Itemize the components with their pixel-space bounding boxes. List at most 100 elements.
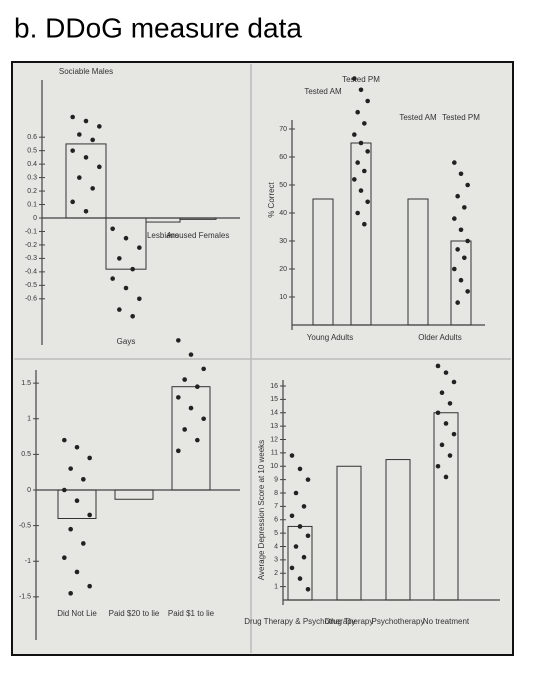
category-label: Psychotherapy: [372, 617, 425, 626]
data-dot: [305, 587, 311, 592]
category-label: Paid $20 to lie: [109, 609, 160, 618]
data-dot: [90, 137, 95, 143]
data-dot: [87, 455, 92, 461]
bar: [105, 217, 147, 270]
data-dot: [62, 437, 67, 443]
data-dot: [305, 477, 311, 482]
data-dot: [130, 314, 135, 319]
y-tick-label: 0.1: [27, 201, 37, 208]
data-dot: [355, 109, 360, 115]
category-label: Aroused Females: [167, 231, 230, 240]
data-dot: [90, 186, 95, 191]
y-tick-label: 13: [270, 423, 278, 430]
data-dot: [201, 416, 206, 422]
data-dot: [358, 87, 364, 93]
data-dot: [447, 453, 453, 458]
data-dot: [443, 474, 449, 480]
data-dot: [451, 379, 457, 385]
data-dot: [462, 205, 467, 210]
group-label: Young Adults: [307, 333, 353, 342]
data-dot: [455, 193, 460, 199]
bar: [385, 459, 411, 601]
y-tick-label: 20: [279, 266, 287, 273]
data-dot: [355, 210, 360, 216]
data-dot: [455, 300, 460, 305]
data-dot: [117, 307, 122, 312]
y-tick-label: 16: [270, 383, 278, 390]
data-dot: [443, 421, 449, 426]
y-tick-label: 15: [270, 396, 278, 403]
y-tick-label: 3: [274, 557, 278, 564]
data-dot: [83, 155, 89, 160]
category-label: Tested PM: [442, 113, 480, 122]
data-dot: [176, 395, 181, 400]
y-tick-label: 14: [270, 410, 278, 417]
data-dot: [301, 554, 307, 560]
group-label: Older Adults: [418, 333, 462, 342]
data-dot: [293, 490, 299, 496]
category-label: Tested AM: [304, 87, 342, 96]
data-dot: [439, 390, 445, 395]
y-tick-label: -0.4: [25, 269, 37, 276]
data-dot: [81, 541, 86, 546]
y-tick-label: 60: [279, 154, 287, 161]
y-tick-label: 1: [27, 416, 31, 423]
data-dot: [289, 513, 295, 519]
y-tick-label: -0.5: [19, 522, 31, 529]
data-dot: [83, 208, 89, 214]
data-dot: [289, 453, 295, 458]
data-dot: [97, 164, 102, 170]
category-label: Sociable Males: [59, 67, 113, 76]
data-dot: [362, 121, 367, 126]
y-tick-label: 6: [274, 517, 278, 524]
y-tick-label: 40: [279, 210, 287, 217]
bar: [407, 198, 429, 326]
data-dot: [117, 256, 122, 261]
data-dot: [70, 114, 75, 120]
bar: [336, 465, 362, 601]
data-dot: [297, 524, 303, 529]
data-dot: [435, 410, 441, 416]
category-label: Drug Therapy & Psychotherapy: [244, 617, 355, 626]
data-dot: [455, 247, 460, 252]
data-dot: [83, 118, 89, 124]
y-tick-label: 4: [274, 543, 278, 550]
data-dot: [439, 442, 445, 448]
y-tick-label: -0.6: [25, 296, 37, 303]
data-dot: [365, 149, 370, 154]
data-dot: [452, 216, 457, 221]
data-dot: [87, 512, 92, 518]
data-dot: [358, 188, 364, 193]
data-dot: [137, 296, 142, 302]
data-dot: [297, 576, 303, 581]
y-tick-label: -1.5: [19, 594, 31, 601]
y-tick-label: 50: [279, 182, 287, 189]
data-dot: [458, 277, 464, 283]
y-tick-label: 0.3: [27, 174, 37, 181]
data-dot: [77, 132, 82, 137]
data-dot: [297, 466, 303, 472]
bar: [114, 489, 154, 500]
data-dot: [68, 591, 73, 596]
y-axis-label: Average Depression Score at 10 weeks: [257, 440, 266, 580]
data-dot: [362, 168, 367, 174]
bar: [65, 143, 107, 219]
data-dot: [301, 504, 307, 509]
y-tick-label: 10: [270, 463, 278, 470]
y-tick-label: 2: [274, 570, 278, 577]
y-tick-label: 0.2: [27, 188, 37, 195]
y-tick-label: 9: [274, 476, 278, 483]
data-dot: [458, 227, 464, 233]
y-tick-label: 11: [271, 450, 278, 457]
data-dot: [293, 544, 299, 549]
data-dot: [443, 370, 449, 375]
data-dot: [130, 266, 135, 272]
data-dot: [68, 466, 73, 471]
data-dot: [451, 431, 457, 437]
y-tick-label: -1: [25, 558, 31, 565]
data-dot: [435, 463, 441, 469]
y-tick-label: -0.2: [25, 242, 37, 249]
data-dot: [465, 182, 470, 188]
bar: [450, 240, 472, 326]
